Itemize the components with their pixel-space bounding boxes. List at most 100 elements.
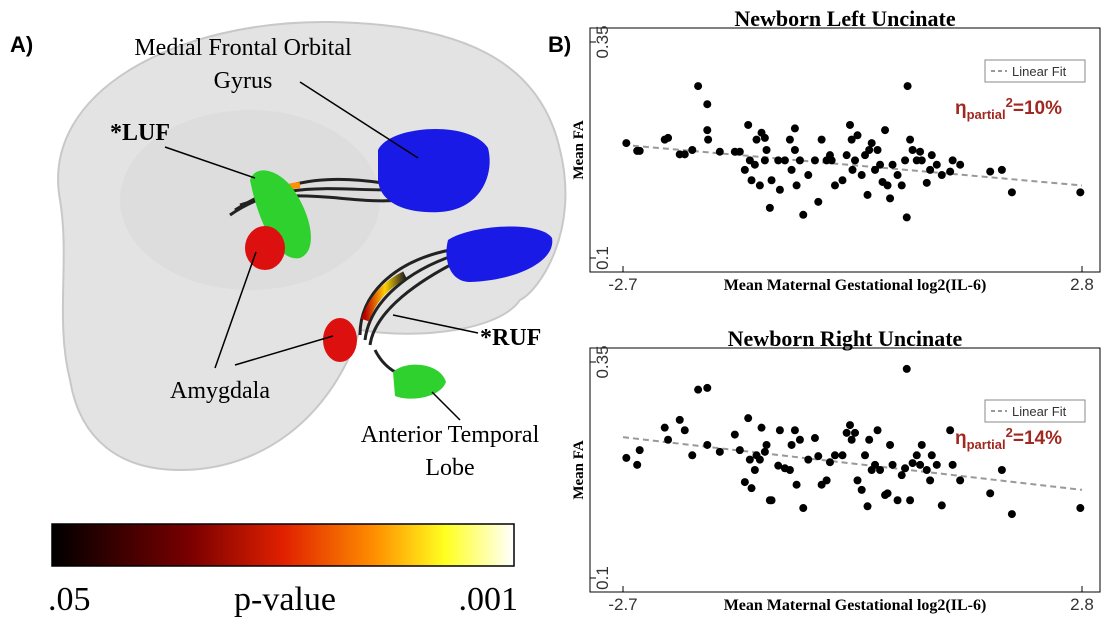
panel-label: A) [10,32,33,57]
data-point [904,82,912,90]
data-point [876,466,884,474]
data-point [748,176,756,184]
colorbar-title: p-value [234,581,336,618]
data-point [898,471,906,479]
data-point [874,146,882,154]
data-point [744,414,752,422]
y-tick-label: 0.1 [593,246,612,270]
data-point [811,156,819,164]
data-point [933,461,941,469]
x-axis-label: Mean Maternal Gestational log2(IL-6) [724,277,987,294]
data-point [865,146,873,154]
effect-superscript: 2 [1006,95,1013,110]
data-point [804,456,812,464]
data-point [703,100,711,108]
data-point [741,478,749,486]
data-point [688,451,696,459]
data-point [636,446,644,454]
data-point [916,148,924,156]
data-point [851,156,859,164]
data-point [886,441,894,449]
data-point [788,441,796,449]
legend-label: Linear Fit [1012,64,1067,79]
data-point [746,456,754,464]
data-point [703,126,711,134]
effect-size: ηpartial2=14% [955,425,1062,452]
y-tick-label: 0.1 [593,566,612,590]
data-point [889,461,897,469]
data-point [799,211,807,219]
data-point [622,139,630,147]
data-point [933,161,941,169]
data-point [786,136,794,144]
data-point [799,504,807,512]
data-point [1008,510,1016,518]
data-point [781,156,789,164]
data-point [854,131,862,139]
data-point [763,146,771,154]
data-point [768,176,776,184]
y-axis-label: Mean FA [571,440,587,499]
data-point [756,181,764,189]
data-point [791,426,799,434]
region-label: Medial Frontal Orbital [134,35,352,61]
data-point [901,464,909,472]
data-point [861,451,869,459]
data-point [796,436,804,444]
data-point [761,448,769,456]
chart-title: Newborn Right Uncinate [728,326,963,351]
data-point [748,484,756,492]
x-tick-label: -2.7 [608,595,637,614]
data-point [928,451,936,459]
x-tick-label: 2.8 [1070,275,1094,294]
data-point [884,181,892,189]
data-point [664,436,672,444]
data-point [849,166,857,174]
data-point [761,156,769,164]
effect-subscript: partial [967,107,1006,122]
data-point [766,204,774,212]
chart-title: Newborn Left Uncinate [734,6,955,31]
data-point [1076,188,1084,196]
data-point [796,156,804,164]
data-point [898,181,906,189]
data-point [776,426,784,434]
data-point [826,458,834,466]
data-point [858,486,866,494]
data-point [838,176,846,184]
data-point [681,426,689,434]
data-point [786,466,794,474]
data-point [938,501,946,509]
data-point [903,365,911,373]
data-point [946,168,954,176]
data-point [804,171,812,179]
data-point [703,441,711,449]
y-tick-label: 0.35 [593,25,612,58]
data-point [846,421,854,429]
data-point [946,426,954,434]
region-label: Lobe [425,455,474,481]
effect-symbol: η [955,98,967,119]
data-point [868,139,876,147]
plot-frame [590,348,1100,592]
data-point [694,386,702,394]
data-point [731,431,739,439]
legend-label: Linear Fit [1012,404,1067,419]
data-point [753,136,761,144]
data-point [694,82,702,90]
data-point [716,148,724,156]
data-point [889,161,897,169]
data-point [918,441,926,449]
data-point [828,156,836,164]
data-point [744,121,752,129]
data-point [763,441,771,449]
data-point [831,181,839,189]
data-point [793,481,801,489]
data-point [704,136,712,144]
data-point [661,424,669,432]
data-point [854,476,862,484]
data-point [793,181,801,189]
data-point [843,151,851,159]
effect-text: =10% [1013,98,1062,119]
data-point [916,461,924,469]
